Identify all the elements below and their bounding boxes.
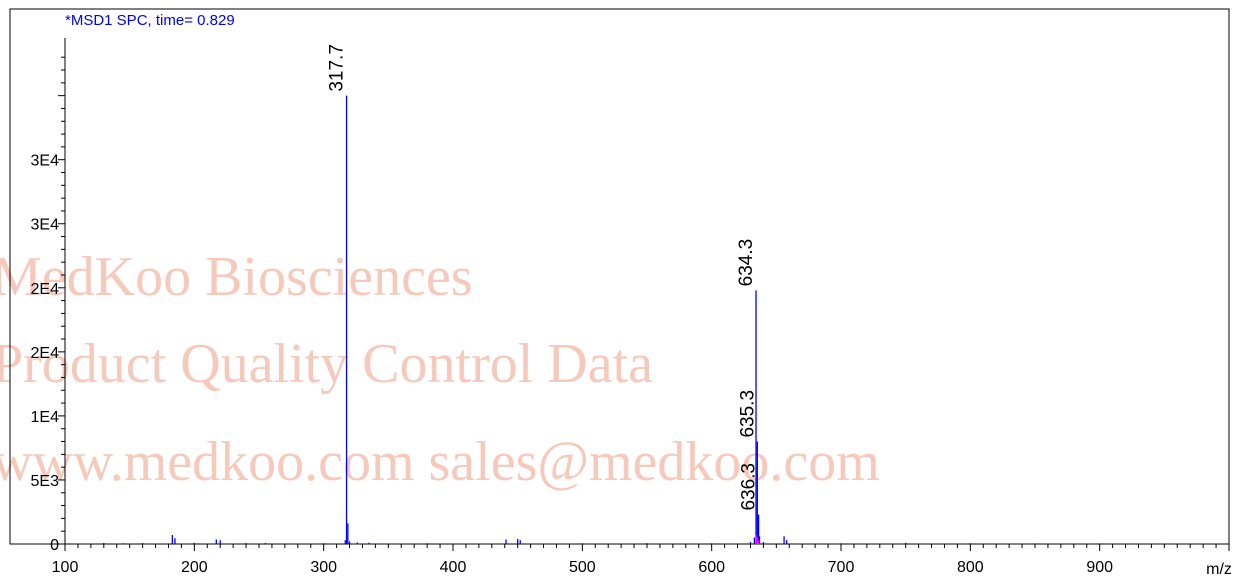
chart-title: *MSD1 SPC, time= 0.829: [65, 12, 235, 29]
spectrum-series: [103, 95, 1165, 544]
peak-label: 636.3: [739, 463, 760, 511]
x-tick-label: 400: [440, 559, 467, 576]
x-tick-label: 300: [310, 559, 337, 576]
watermark: MedKoo Biosciences Product Quality Contro…: [0, 246, 880, 493]
y-tick-label: 3E4: [31, 153, 60, 170]
y-axis: 0 5E3 1E4 2E4 2E4 3E4 3E4: [31, 38, 66, 554]
peak-label: 634.3: [736, 239, 757, 287]
peak-label: 317.7: [327, 44, 348, 92]
y-tick-label: 5E3: [31, 473, 60, 490]
peak-label: 635.3: [737, 390, 758, 438]
x-tick-label: 500: [569, 559, 596, 576]
watermark-line: www.medkoo.com sales@medkoo.com: [0, 431, 880, 493]
x-tick-label: 700: [828, 559, 855, 576]
y-tick-label: 2E4: [31, 281, 60, 298]
x-tick-label: 100: [52, 559, 79, 576]
x-tick-label: 200: [181, 559, 208, 576]
x-axis: 100 200 300 400 500 600 700 800 900: [52, 543, 1230, 576]
peak-labels: 317.7 634.3 635.3 636.3: [327, 44, 760, 510]
y-tick-label: 0: [50, 537, 59, 554]
watermark-line: MedKoo Biosciences: [0, 246, 473, 308]
x-tick-label: 600: [698, 559, 725, 576]
x-tick-label: 800: [957, 559, 984, 576]
x-tick-label: 900: [1086, 559, 1113, 576]
watermark-line: Product Quality Control Data: [0, 333, 653, 395]
y-tick-label: 2E4: [31, 345, 60, 362]
y-tick-label: 3E4: [31, 217, 60, 234]
x-axis-label: m/z: [1206, 561, 1232, 577]
y-tick-label: 1E4: [31, 409, 60, 426]
